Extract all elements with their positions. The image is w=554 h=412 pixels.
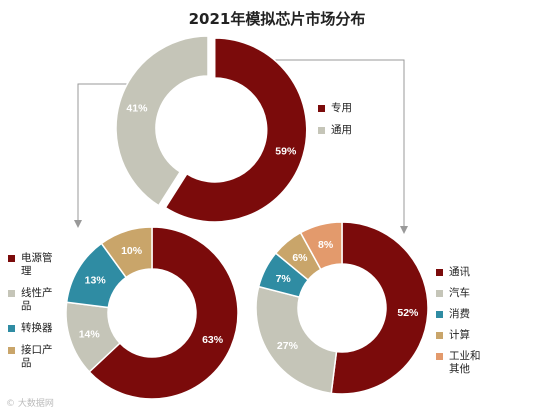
legend-top-label-1: 通用 <box>331 124 352 136</box>
donut-right-label-2: 7% <box>276 273 292 285</box>
legend-right-item-1: 汽车 <box>436 287 487 300</box>
legend-right-swatch-2 <box>436 311 443 318</box>
donut-left-slice-0 <box>88 226 239 400</box>
legend-right-label-0: 通讯 <box>449 266 470 278</box>
donut-chart-left: 63% 14% 13% 10% <box>65 226 239 400</box>
connector-arrow-right <box>256 59 405 228</box>
legend-right-label-4: 工业和其他 <box>449 350 481 375</box>
donut-right-slice-4 <box>299 221 343 271</box>
legend-right-label-2: 消费 <box>449 308 470 320</box>
connector-arrow-left <box>77 83 130 222</box>
legend-left-swatch-1 <box>8 290 15 297</box>
legend-right-swatch-3 <box>436 332 443 339</box>
watermark: © 大数据网 <box>6 399 54 409</box>
donut-right-label-4: 8% <box>318 239 334 251</box>
donut-left-label-1: 14% <box>79 328 101 340</box>
donut-top-slice-0 <box>164 37 308 223</box>
legend-top: 专用 通用 <box>318 102 352 146</box>
legend-right-item-3: 计算 <box>436 329 487 342</box>
legend-right: 通讯汽车消费计算工业和其他 <box>436 266 487 384</box>
legend-left-item-0: 电源管理 <box>8 252 59 278</box>
legend-left: 电源管理线性产品转换器接口产品 <box>8 252 59 379</box>
chart-title: 2021年模拟芯片市场分布 <box>188 10 366 28</box>
donut-right-label-3: 6% <box>292 252 308 264</box>
legend-top-swatch-0 <box>318 105 325 112</box>
legend-left-label-3: 接口产品 <box>21 344 53 369</box>
donut-left-label-3: 10% <box>121 245 143 257</box>
legend-left-swatch-0 <box>8 255 15 262</box>
legend-right-swatch-4 <box>436 353 443 360</box>
legend-left-swatch-2 <box>8 325 15 332</box>
donut-left-slice-3 <box>100 226 153 279</box>
donut-left-label-0: 63% <box>202 334 224 346</box>
connector-arrows <box>74 58 408 234</box>
legend-top-label-0: 专用 <box>331 102 352 114</box>
donut-top-label-0: 59% <box>275 146 297 158</box>
donut-top-label-1: 41% <box>126 102 148 114</box>
legend-right-swatch-0 <box>436 269 443 276</box>
legend-top-item-1: 通用 <box>318 124 352 137</box>
legend-top-swatch-1 <box>318 127 325 134</box>
legend-right-swatch-1 <box>436 290 443 297</box>
legend-right-label-1: 汽车 <box>449 287 470 299</box>
legend-left-label-0: 电源管理 <box>21 252 53 277</box>
legend-right-label-3: 计算 <box>449 329 470 341</box>
legend-left-item-2: 转换器 <box>8 322 59 335</box>
legend-left-item-1: 线性产品 <box>8 287 59 313</box>
legend-left-label-1: 线性产品 <box>21 287 53 312</box>
donut-right-slice-0 <box>330 221 429 395</box>
connector-arrowhead-left <box>74 220 82 228</box>
legend-right-item-4: 工业和其他 <box>436 350 487 376</box>
legend-right-item-0: 通讯 <box>436 266 487 279</box>
donut-top-slice-1 <box>115 35 209 207</box>
legend-top-item-0: 专用 <box>318 102 352 115</box>
legend-right-item-2: 消费 <box>436 308 487 321</box>
connector-arrowhead-right <box>400 226 408 234</box>
donut-chart-top: 59% 41% <box>115 35 308 223</box>
legend-left-swatch-3 <box>8 347 15 354</box>
donut-left-label-2: 13% <box>85 274 107 286</box>
donut-right-label-0: 52% <box>397 307 419 319</box>
legend-left-item-3: 接口产品 <box>8 344 59 370</box>
donut-chart-right: 52% 27% 7%6% 8% <box>255 221 429 395</box>
donut-right-label-1: 27% <box>277 340 299 352</box>
donut-right-slice-1 <box>255 285 338 395</box>
legend-left-label-2: 转换器 <box>21 322 53 334</box>
